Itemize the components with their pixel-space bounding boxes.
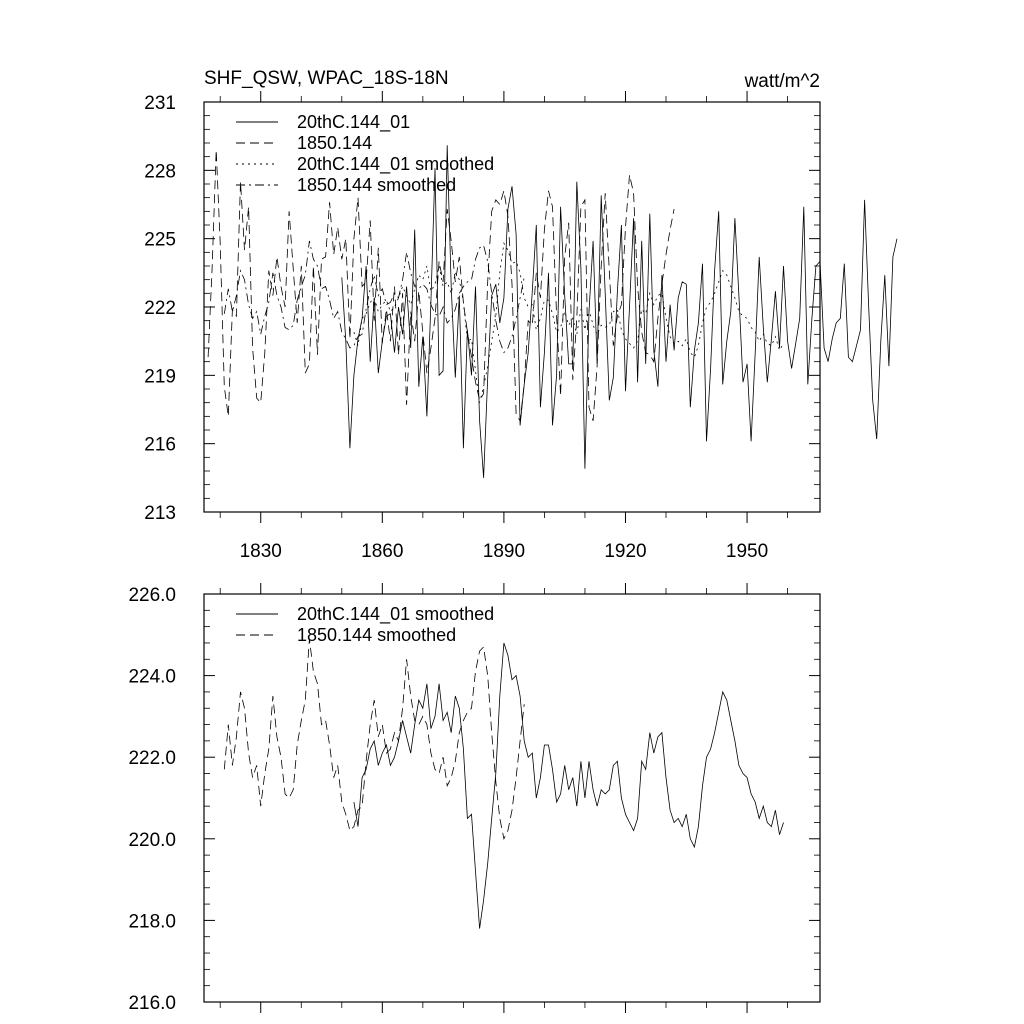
y-tick-label: 225 bbox=[144, 230, 176, 251]
top-panel: SHF_QSW, WPAC_18S-18N watt/m^2 213 216 219… bbox=[144, 68, 898, 562]
y-tick-label: 222.0 bbox=[128, 748, 176, 769]
top-plot-area bbox=[207, 145, 898, 478]
x-tick-label: 1950 bbox=[726, 541, 768, 562]
units-label: watt/m^2 bbox=[744, 71, 820, 92]
y-tick-label: 231 bbox=[144, 93, 176, 114]
x-tick-label: 1890 bbox=[483, 541, 525, 562]
y-tick-label: 213 bbox=[144, 503, 176, 524]
legend-label-0: 20thC.144_01 smoothed bbox=[297, 604, 494, 625]
y-tick-label: 222 bbox=[144, 298, 176, 319]
legend-label-1: 1850.144 smoothed bbox=[297, 625, 456, 645]
x-tick-label: 1860 bbox=[361, 541, 403, 562]
series-line-0 bbox=[341, 145, 898, 478]
y-tick-label: 218.0 bbox=[128, 911, 176, 932]
bottom-axes: 216.0 218.0 220.0 222.0 224.0 226.0 bbox=[128, 583, 821, 1014]
series-line-3 bbox=[223, 240, 525, 354]
top-axes: 213 216 219 222 225 228 231 1830 1860 1890 1920 195… bbox=[144, 91, 821, 562]
top-title: SHF_QSW, WPAC_18S-18N bbox=[204, 68, 449, 89]
bottom-panel: 216.0 218.0 220.0 222.0 224.0 226.0 20thC.144… bbox=[128, 583, 821, 1014]
y-tick-label: 220.0 bbox=[128, 830, 176, 851]
legend-label-1: 1850.144 bbox=[297, 133, 372, 153]
y-tick-label: 224.0 bbox=[128, 667, 176, 688]
x-tick-label: 1830 bbox=[240, 541, 282, 562]
y-tick-label: 226.0 bbox=[128, 585, 176, 606]
y-tick-label: 216 bbox=[144, 435, 176, 456]
y-tick-label: 216.0 bbox=[128, 993, 176, 1014]
legend-label-0: 20thC.144_01 bbox=[297, 112, 410, 133]
series-line-1 bbox=[223, 638, 525, 841]
y-tick-label: 219 bbox=[144, 366, 176, 387]
legend-label-2: 20thC.144_01 smoothed bbox=[297, 154, 494, 175]
series-line-0 bbox=[353, 642, 784, 929]
legend-label-3: 1850.144 smoothed bbox=[297, 175, 456, 195]
plot-frame bbox=[203, 593, 821, 1003]
y-tick-label: 228 bbox=[144, 161, 176, 182]
series-line-1 bbox=[207, 149, 675, 423]
series-line-2 bbox=[353, 241, 784, 403]
bottom-plot-area bbox=[223, 638, 784, 929]
x-tick-label: 1920 bbox=[604, 541, 646, 562]
